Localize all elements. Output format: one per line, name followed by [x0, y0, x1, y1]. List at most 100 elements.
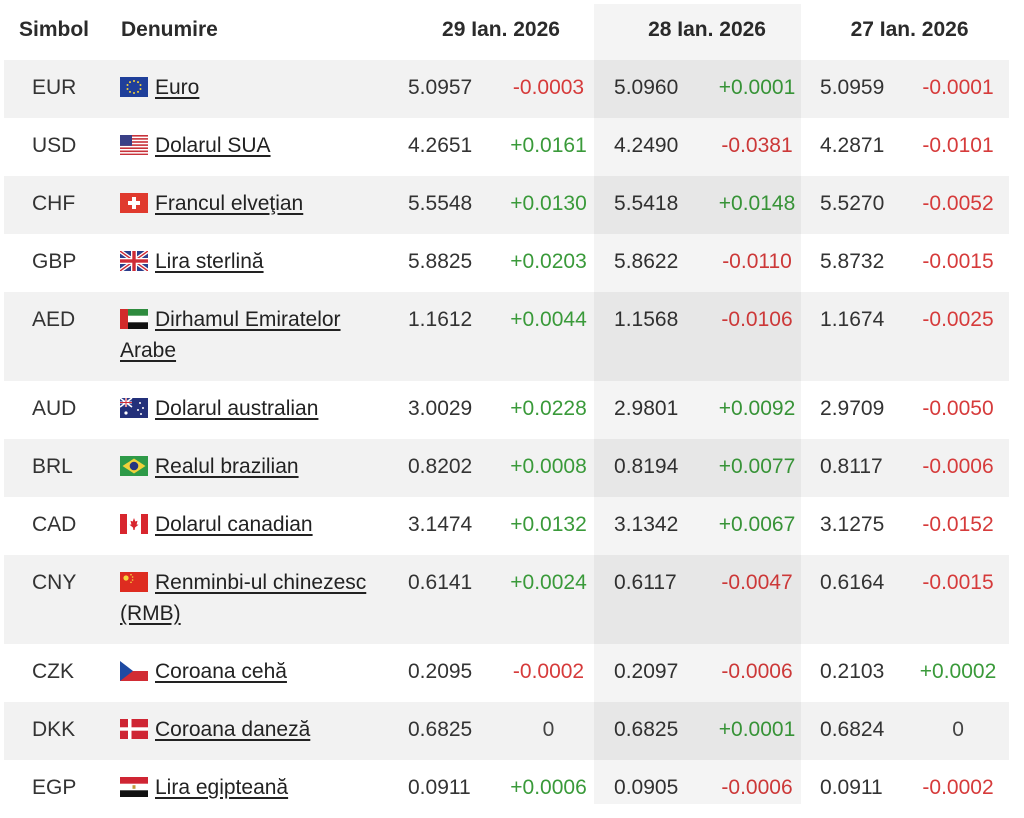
rate-change: +0.0161 [510, 134, 587, 157]
rate-change: +0.0203 [510, 250, 587, 273]
rate-value: 5.8732 [820, 250, 885, 273]
rate-value: 1.1612 [398, 292, 493, 381]
rate-value: 0.0911 [408, 776, 471, 799]
rate-change: +0.0092 [718, 397, 796, 420]
currency-name-cell: Lira egipteană [108, 760, 398, 818]
table-body: EUR Euro 5.0957 -0.0003 5.0960 +0.0001 5.0959-… [4, 60, 1010, 818]
rate-value: 3.1275 [820, 513, 885, 536]
rate-change: -0.0001 [907, 60, 1010, 118]
currency-name-link[interactable]: Lira sterlină [155, 250, 264, 273]
currency-name-link[interactable]: Euro [155, 76, 200, 99]
currency-row-egp: EGP Lira egipteană 0.0911 +0.0006 0.0905 -0.0… [4, 760, 1009, 818]
currency-row-brl: BRL Realul brazilian 0.8202 +0.0008 0.8194 +0… [4, 439, 1010, 497]
rate-value: 2.9801 [614, 397, 679, 420]
currency-name-cell: Dirhamul Emiratelor Arabe [108, 292, 398, 381]
currency-name-link[interactable]: Francul elveţian [155, 192, 304, 215]
rate-change: +0.0001 [704, 702, 811, 760]
currency-row-eur: EUR Euro 5.0957 -0.0003 5.0960 +0.0001 5.0959-… [4, 60, 1010, 118]
currency-row-aed: AED Dirhamul Emiratelor Arabe 1.1612 +0.004… [4, 292, 1010, 381]
currency-name-link[interactable]: Coroana daneză [155, 718, 311, 741]
rate-change: 0 [493, 702, 605, 760]
currency-name-cell: Coroana daneză [108, 702, 398, 760]
rate-change: -0.0101 [922, 134, 994, 157]
currency-symbol: AED [4, 292, 108, 381]
rate-value: 5.0957 [398, 60, 493, 118]
rate-value: 4.2871 [820, 134, 885, 157]
rate-value: 2.9709 [820, 397, 885, 420]
rate-value: 0.6141 [398, 555, 493, 644]
currency-name-cell: Dolarul australian [108, 381, 398, 439]
rate-value: 0.0905 [614, 776, 679, 799]
currency-name-link[interactable]: Dolarul SUA [155, 134, 271, 157]
exchange-rates-table: Simbol Denumire 29 Ian. 2026 28 Ian. 202… [4, 0, 1010, 818]
header-name: Denumire [121, 18, 218, 41]
currency-name-link[interactable]: Coroana cehă [155, 660, 287, 683]
header-symbol: Simbol [19, 18, 90, 41]
rate-value: 0.6117 [604, 555, 705, 644]
rate-value: 0.6825 [398, 702, 493, 760]
currency-name-link[interactable]: Dolarul australian [155, 397, 319, 420]
currency-name-cell: Dolarul SUA [108, 118, 398, 176]
rate-change: +0.0077 [704, 439, 811, 497]
eg-flag-icon [120, 777, 148, 797]
currency-name-cell: Realul brazilian [108, 439, 398, 497]
currency-symbol: CNY [4, 555, 108, 644]
currency-name-link[interactable]: Renminbi-ul chinezesc (RMB) [120, 571, 367, 625]
exchange-rates-widget: Simbol Denumire 29 Ian. 2026 28 Ian. 202… [4, 0, 1010, 818]
currency-name-link[interactable]: Dolarul canadian [155, 513, 313, 536]
rate-value: 5.5548 [398, 176, 493, 234]
rate-change: -0.0025 [907, 292, 1010, 381]
rate-value: 0.2103 [820, 660, 885, 683]
dk-flag-icon [120, 719, 148, 739]
currency-row-czk: CZK Coroana cehă 0.2095 -0.0002 0.2097 -0.000… [4, 644, 1009, 702]
br-flag-icon [120, 456, 148, 476]
rate-value: 5.0960 [604, 60, 705, 118]
currency-name-cell: Coroana cehă [108, 644, 398, 702]
table-header-row: Simbol Denumire 29 Ian. 2026 28 Ian. 202… [4, 0, 1009, 60]
currency-row-cny: CNY Renminbi-ul chinezesc (RMB) 0.6141 +0.0… [4, 555, 1010, 644]
rate-value: 3.1342 [614, 513, 679, 536]
rate-change: +0.0132 [510, 513, 587, 536]
rate-change: +0.0044 [493, 292, 605, 381]
currency-symbol: CAD [32, 513, 77, 536]
rate-change: -0.0152 [922, 513, 994, 536]
rate-change: +0.0067 [718, 513, 796, 536]
rate-value: 0.8194 [604, 439, 705, 497]
currency-row-cad: CAD Dolarul canadian 3.1474 +0.0132 3.1342 +0… [4, 497, 1009, 555]
rate-change: 0 [907, 702, 1010, 760]
currency-name-cell: Euro [108, 60, 398, 118]
rate-change: +0.0130 [493, 176, 605, 234]
rate-change: -0.0015 [922, 250, 994, 273]
currency-symbol: DKK [4, 702, 108, 760]
header-date-1: 29 Ian. 2026 [442, 18, 560, 41]
rate-value: 0.2097 [614, 660, 679, 683]
currency-name-cell: Dolarul canadian [108, 497, 398, 555]
currency-symbol: CHF [4, 176, 108, 234]
rate-change: -0.0052 [907, 176, 1010, 234]
rate-value: 0.6825 [604, 702, 705, 760]
rate-change: -0.0006 [907, 439, 1010, 497]
rate-change: -0.0050 [922, 397, 994, 420]
rate-value: 5.8622 [614, 250, 679, 273]
rate-change: -0.0006 [721, 776, 793, 799]
rate-value: 0.8202 [398, 439, 493, 497]
currency-name-link[interactable]: Dirhamul Emiratelor Arabe [120, 308, 341, 362]
rate-value: 0.6164 [810, 555, 908, 644]
currency-name-cell: Renminbi-ul chinezesc (RMB) [108, 555, 398, 644]
rate-value: 5.0959 [810, 60, 908, 118]
rate-value: 3.0029 [408, 397, 473, 420]
currency-name-link[interactable]: Realul brazilian [155, 455, 299, 478]
rate-change: -0.0015 [907, 555, 1010, 644]
gb-flag-icon [120, 251, 148, 271]
rate-value: 1.1674 [810, 292, 908, 381]
ae-flag-icon [120, 309, 148, 329]
eu-flag-icon [120, 77, 148, 97]
us-flag-icon [120, 135, 148, 155]
header-date-2: 28 Ian. 2026 [648, 18, 766, 41]
currency-symbol: CZK [32, 660, 74, 683]
rate-value: 4.2490 [614, 134, 679, 157]
rate-value: 0.6824 [810, 702, 908, 760]
header-date-3: 27 Ian. 2026 [850, 18, 969, 41]
rate-value: 0.8117 [810, 439, 908, 497]
currency-name-link[interactable]: Lira egipteană [155, 776, 289, 799]
